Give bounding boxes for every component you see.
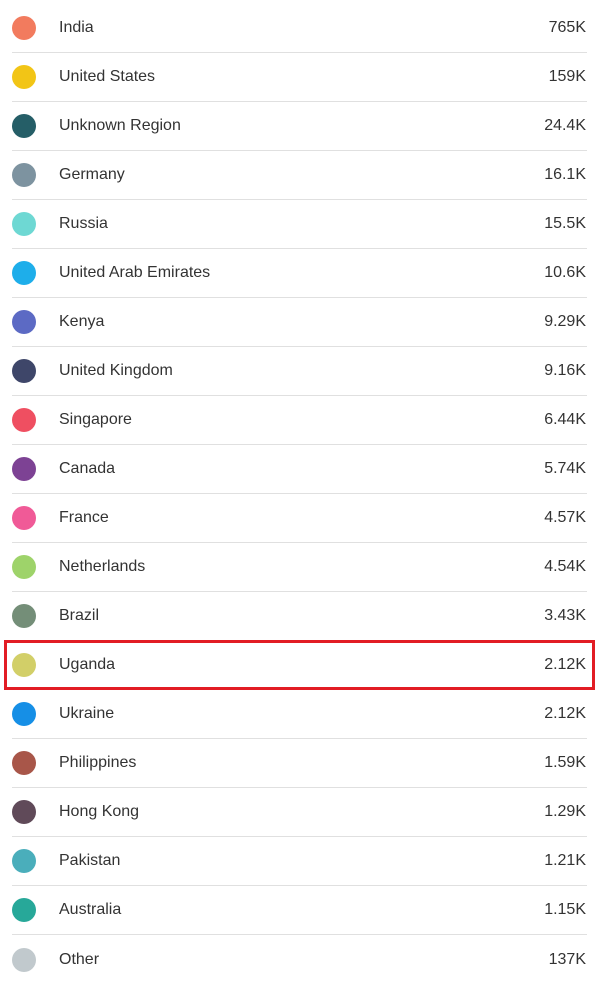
color-dot-icon [12, 457, 36, 481]
color-dot-icon [12, 408, 36, 432]
country-name: Netherlands [59, 558, 146, 575]
country-list: India 765K United States 159K Unknown Region… [12, 4, 587, 984]
color-dot-icon [12, 555, 36, 579]
list-item[interactable]: United Kingdom 9.16K [12, 347, 587, 396]
color-dot-icon [12, 947, 36, 972]
country-value: 4.57K [544, 509, 586, 526]
color-dot-icon [12, 653, 36, 677]
country-name: Hong Kong [59, 803, 140, 820]
country-value: 1.59K [544, 754, 586, 771]
color-dot-icon [12, 16, 36, 40]
country-value: 3.43K [544, 607, 586, 624]
list-item[interactable]: Ukraine 2.12K [12, 690, 587, 739]
country-name: Russia [59, 215, 108, 232]
country-value: 6.44K [544, 411, 586, 428]
country-name: Kenya [59, 313, 105, 330]
list-item[interactable]: Pakistan 1.21K [12, 837, 587, 886]
color-dot-icon [12, 506, 36, 530]
color-dot-icon [12, 751, 36, 775]
country-name: United Kingdom [59, 362, 173, 379]
color-dot-icon [12, 65, 36, 89]
country-value: 16.1K [544, 166, 586, 183]
color-dot-icon [12, 604, 36, 628]
country-name: Brazil [59, 607, 100, 624]
list-item[interactable]: United Arab Emirates 10.6K [12, 249, 587, 298]
country-value: 2.12K [544, 656, 586, 673]
country-value: 4.54K [544, 558, 586, 575]
list-item[interactable]: Other 137K [12, 935, 587, 984]
country-name: Ukraine [59, 705, 115, 722]
color-dot-icon [12, 261, 36, 285]
list-item[interactable]: Philippines 1.59K [12, 739, 587, 788]
country-value: 24.4K [544, 117, 586, 134]
color-dot-icon [12, 359, 36, 383]
color-dot-icon [12, 114, 36, 138]
country-value: 137K [548, 950, 586, 968]
list-item[interactable]: Kenya 9.29K [12, 298, 587, 347]
list-item[interactable]: India 765K [12, 4, 587, 53]
list-item[interactable]: Brazil 3.43K [12, 592, 587, 641]
country-name: Canada [59, 460, 116, 477]
country-name: France [59, 509, 109, 526]
country-name: United Arab Emirates [59, 264, 211, 281]
country-value: 1.15K [544, 901, 586, 918]
color-dot-icon [12, 310, 36, 334]
color-dot-icon [12, 800, 36, 824]
color-dot-icon [12, 163, 36, 187]
color-dot-icon [12, 702, 36, 726]
country-value: 5.74K [544, 460, 586, 477]
country-name: United States [59, 68, 156, 85]
country-value: 159K [548, 68, 586, 85]
country-name: Pakistan [59, 852, 121, 869]
list-item[interactable]: Netherlands 4.54K [12, 543, 587, 592]
country-value: 15.5K [544, 215, 586, 232]
list-item[interactable]: Unknown Region 24.4K [12, 102, 587, 151]
country-name: Philippines [59, 754, 137, 771]
list-item[interactable]: Hong Kong 1.29K [12, 788, 587, 837]
list-item[interactable]: Australia 1.15K [12, 886, 587, 935]
list-item[interactable]: Uganda 2.12K [12, 641, 587, 690]
list-item[interactable]: France 4.57K [12, 494, 587, 543]
country-name: Other [59, 950, 100, 968]
country-name: Unknown Region [59, 117, 181, 134]
country-value: 9.16K [544, 362, 586, 379]
color-dot-icon [12, 849, 36, 873]
country-name: Singapore [59, 411, 132, 428]
country-value: 1.29K [544, 803, 586, 820]
country-name: Australia [59, 901, 122, 918]
color-dot-icon [12, 212, 36, 236]
country-value: 9.29K [544, 313, 586, 330]
color-dot-icon [12, 898, 36, 922]
list-item[interactable]: Germany 16.1K [12, 151, 587, 200]
country-value: 10.6K [544, 264, 586, 281]
country-name: Uganda [59, 656, 116, 673]
country-value: 1.21K [544, 852, 586, 869]
list-item[interactable]: United States 159K [12, 53, 587, 102]
list-item[interactable]: Singapore 6.44K [12, 396, 587, 445]
country-name: Germany [59, 166, 125, 183]
country-value: 765K [548, 19, 586, 36]
country-value: 2.12K [544, 705, 586, 722]
list-item[interactable]: Russia 15.5K [12, 200, 587, 249]
list-item[interactable]: Canada 5.74K [12, 445, 587, 494]
country-name: India [59, 19, 94, 36]
